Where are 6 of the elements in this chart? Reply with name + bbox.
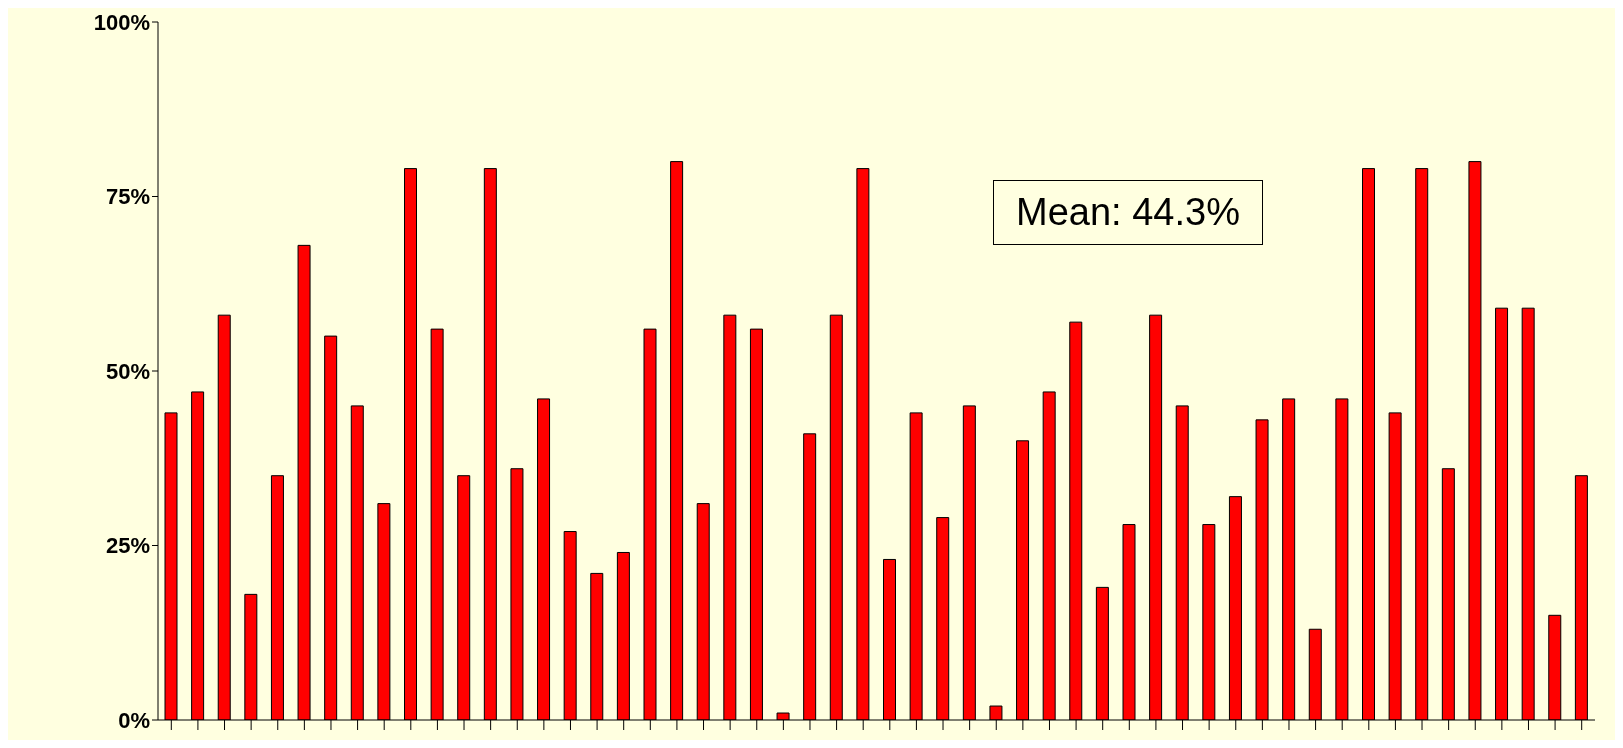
annotation: Mean: 44.3% xyxy=(993,180,1263,245)
y-tick-label: 25% xyxy=(105,533,150,559)
y-tick-label: 0% xyxy=(118,707,150,733)
y-tick-label: 50% xyxy=(105,358,150,384)
y-tick-label: 75% xyxy=(105,184,150,210)
y-tick-label: 100% xyxy=(93,9,150,35)
